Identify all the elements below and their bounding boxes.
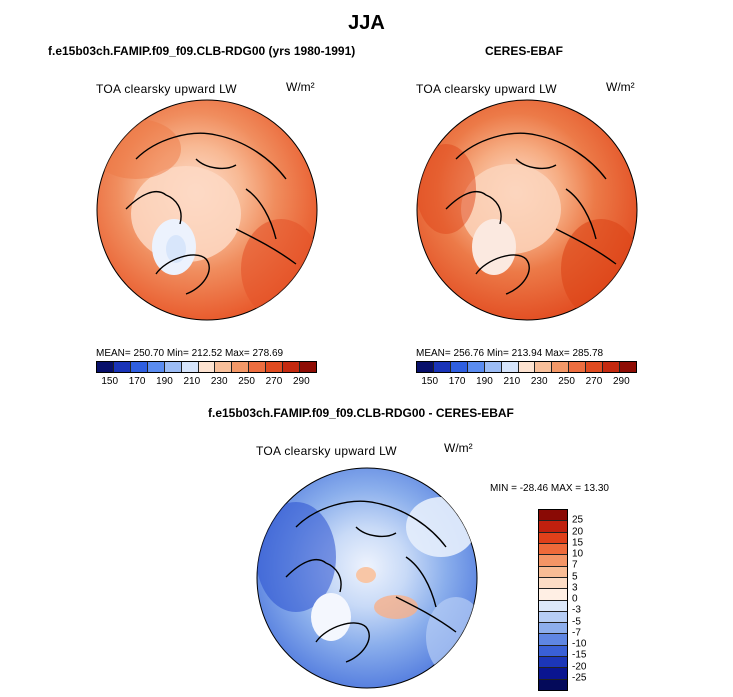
colorbar-swatch bbox=[539, 555, 567, 567]
colorbar-swatch bbox=[215, 362, 233, 372]
colorbar-tick-label: 20 bbox=[572, 526, 584, 537]
panel-3-units: W/m² bbox=[444, 441, 473, 455]
colorbar-tick-label: 170 bbox=[128, 376, 146, 387]
colorbar-tick-label: 15 bbox=[572, 537, 584, 549]
colorbar-tick-label: 290 bbox=[292, 376, 310, 387]
colorbar-tick-label: -5 bbox=[572, 616, 581, 627]
colorbar-swatch bbox=[539, 611, 567, 624]
colorbar-tick-label: 210 bbox=[503, 376, 521, 387]
colorbar-tick-label: 250 bbox=[558, 376, 575, 387]
panel-3-colorbar bbox=[538, 509, 568, 691]
colorbar-tick-label: 170 bbox=[448, 376, 466, 387]
colorbar-tick-label: 10 bbox=[572, 548, 584, 560]
colorbar-tick-label: 7 bbox=[572, 559, 578, 571]
panel-1-stats: MEAN= 250.70 Min= 212.52 Max= 278.69 bbox=[96, 348, 284, 359]
colorbar-swatch bbox=[450, 362, 468, 372]
colorbar-swatch bbox=[539, 657, 567, 669]
colorbar-swatch bbox=[130, 362, 148, 372]
colorbar-swatch bbox=[467, 362, 485, 372]
colorbar-swatch bbox=[266, 362, 284, 372]
colorbar-swatch bbox=[539, 521, 567, 533]
colorbar-swatch bbox=[417, 362, 434, 372]
colorbar-swatch bbox=[539, 566, 567, 578]
panel-3-colorbar-ticks: 25 20 15 10 7 5 3 0 -3 -5 -7 -10 -15 -20 -25 bbox=[572, 509, 612, 689]
colorbar-tick-label: 210 bbox=[183, 376, 201, 387]
colorbar-swatch bbox=[232, 362, 250, 372]
colorbar-tick-label: 5 bbox=[572, 571, 578, 582]
colorbar-swatch bbox=[535, 362, 553, 372]
colorbar-tick-label: -3 bbox=[572, 604, 581, 616]
panel-1-heading: f.e15b03ch.FAMIP.f09_f09.CLB-RDG00 (yrs … bbox=[48, 44, 356, 58]
colorbar-swatch bbox=[539, 645, 567, 658]
colorbar-swatch bbox=[147, 362, 165, 372]
colorbar-tick-label: -20 bbox=[572, 661, 587, 672]
panel-2-colorbar-ticks: 150 170 190 210 230 250 270 290 bbox=[416, 376, 635, 388]
colorbar-tick-label: 150 bbox=[101, 376, 119, 387]
panel-2-heading: CERES-EBAF bbox=[485, 44, 564, 58]
colorbar-swatch bbox=[283, 362, 301, 372]
colorbar-swatch bbox=[181, 362, 199, 372]
colorbar-swatch bbox=[249, 362, 267, 372]
colorbar-tick-label: 25 bbox=[572, 514, 584, 526]
panel-2-field-label: TOA clearsky upward LW bbox=[416, 82, 557, 96]
colorbar-tick-label: 190 bbox=[156, 376, 173, 387]
colorbar-tick-label: 290 bbox=[612, 376, 630, 387]
colorbar-tick-label: -10 bbox=[572, 638, 587, 650]
panel-2-polar-map bbox=[416, 99, 638, 321]
colorbar-swatch bbox=[539, 532, 567, 544]
colorbar-swatch bbox=[484, 362, 502, 372]
colorbar-tick-label: 3 bbox=[572, 582, 578, 594]
colorbar-swatch bbox=[539, 679, 567, 690]
colorbar-swatch bbox=[518, 362, 536, 372]
colorbar-swatch bbox=[586, 362, 604, 372]
colorbar-swatch bbox=[620, 362, 636, 372]
colorbar-tick-label: 270 bbox=[585, 376, 603, 387]
panel-1-units: W/m² bbox=[286, 80, 315, 94]
colorbar-tick-label: 250 bbox=[238, 376, 255, 387]
colorbar-swatch bbox=[539, 543, 567, 556]
colorbar-swatch bbox=[164, 362, 182, 372]
colorbar-swatch bbox=[539, 589, 567, 601]
colorbar-tick-label: 0 bbox=[572, 593, 578, 605]
colorbar-swatch bbox=[569, 362, 587, 372]
panel-2-colorbar bbox=[416, 361, 637, 373]
colorbar-swatch bbox=[539, 577, 567, 590]
colorbar-swatch bbox=[501, 362, 519, 372]
colorbar-swatch bbox=[433, 362, 451, 372]
panel-2-stats: MEAN= 256.76 Min= 213.94 Max= 285.78 bbox=[416, 348, 604, 359]
colorbar-swatch bbox=[539, 668, 567, 680]
panel-1-colorbar-ticks: 150 170 190 210 230 250 270 290 bbox=[96, 376, 315, 388]
colorbar-swatch bbox=[300, 362, 316, 372]
panel-1-polar-map bbox=[96, 99, 318, 321]
panel-3-field-label: TOA clearsky upward LW bbox=[256, 444, 397, 458]
colorbar-swatch bbox=[539, 600, 567, 612]
panel-2-units: W/m² bbox=[606, 80, 635, 94]
colorbar-swatch bbox=[97, 362, 114, 372]
colorbar-swatch bbox=[552, 362, 570, 372]
colorbar-swatch bbox=[198, 362, 216, 372]
colorbar-tick-label: -15 bbox=[572, 649, 587, 661]
colorbar-swatch bbox=[603, 362, 621, 372]
panel-3-polar-map bbox=[256, 467, 478, 689]
colorbar-tick-label: -7 bbox=[572, 627, 581, 639]
panel-1-field-label: TOA clearsky upward LW bbox=[96, 82, 237, 96]
colorbar-swatch bbox=[539, 634, 567, 646]
colorbar-tick-label: 150 bbox=[421, 376, 439, 387]
colorbar-tick-label: 270 bbox=[265, 376, 283, 387]
colorbar-tick-label: 190 bbox=[476, 376, 493, 387]
colorbar-tick-label: -25 bbox=[572, 672, 587, 684]
colorbar-tick-label: 230 bbox=[210, 376, 228, 387]
colorbar-tick-label: 230 bbox=[530, 376, 548, 387]
main-title: JJA bbox=[348, 12, 385, 34]
panel-3-heading: f.e15b03ch.FAMIP.f09_f09.CLB-RDG00 - CER… bbox=[208, 406, 514, 420]
panel-1-colorbar bbox=[96, 361, 317, 373]
colorbar-swatch bbox=[539, 623, 567, 635]
colorbar-swatch bbox=[539, 510, 567, 522]
colorbar-swatch bbox=[113, 362, 131, 372]
panel-3-stats: MIN = -28.46 MAX = 13.30 bbox=[490, 483, 609, 494]
